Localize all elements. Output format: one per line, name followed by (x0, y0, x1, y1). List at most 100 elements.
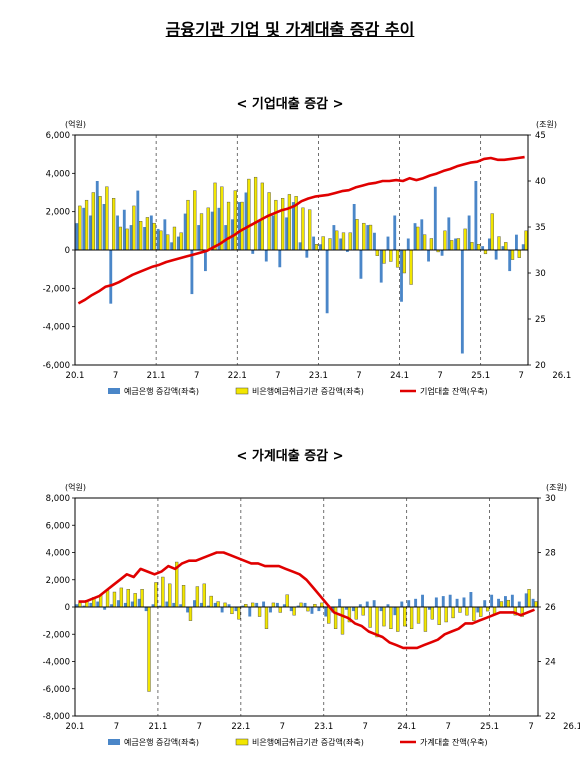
nonbank-bar (362, 222, 366, 251)
x-tick-label: 25.1 (471, 371, 490, 381)
nonbank-bar (389, 249, 393, 262)
nonbank-bar (470, 242, 474, 251)
nonbank-bar (517, 249, 521, 258)
balance-line (78, 551, 535, 650)
nonbank-bar (340, 606, 345, 635)
nonbank-bar (499, 601, 504, 608)
nonbank-bar (308, 209, 312, 251)
right-tick-label: 45 (535, 131, 546, 141)
nonbank-bar (147, 606, 151, 692)
bank-bar (312, 236, 316, 250)
bank-bar (440, 250, 444, 256)
x-tick-label: 22.1 (231, 722, 250, 732)
bank-bar (441, 596, 445, 607)
bank-bar (366, 225, 370, 250)
bank-bar (487, 238, 491, 250)
nonbank-bar (145, 217, 150, 251)
nonbank-bar (416, 226, 420, 251)
bank-bar (213, 602, 217, 607)
x-tick-label: 21.1 (147, 371, 166, 381)
bank-bar (144, 607, 148, 612)
bank-bar (359, 250, 363, 279)
bank-bar (351, 607, 355, 612)
legend-nonbank-label: 비은행예금취급기관 증감액(좌축) (252, 737, 364, 747)
bank-bar (170, 242, 174, 250)
nonbank-bar (161, 576, 165, 608)
nonbank-bar (527, 589, 531, 608)
nonbank-bar (237, 606, 241, 620)
bank-bar (504, 596, 507, 607)
bank-bar (282, 604, 286, 607)
bank-bar (264, 250, 268, 262)
bank-bar (345, 250, 349, 252)
nonbank-bar (126, 589, 130, 608)
nonbank-bar (497, 236, 501, 251)
nonbank-bar (477, 244, 481, 251)
nonbank-bar (409, 606, 414, 629)
nonbank-bar (132, 205, 136, 251)
nonbank-bar (133, 593, 137, 608)
x-tick-label: 26.1 (552, 371, 571, 381)
bank-bar (190, 250, 194, 295)
nonbank-bar (186, 199, 190, 251)
nonbank-bar (105, 186, 109, 251)
x-tick-label: 20.1 (66, 722, 85, 732)
nonbank-bar (287, 194, 292, 251)
nonbank-bar (395, 249, 400, 268)
nonbank-bar (490, 213, 494, 251)
nonbank-bar (166, 234, 170, 251)
x-tick-label: 23.1 (314, 722, 333, 732)
x-tick-label: 23.1 (309, 371, 328, 381)
bank-bar (89, 602, 93, 607)
bank-bar (244, 192, 248, 250)
x-tick-label: 7 (363, 722, 368, 732)
nonbank-bar (443, 230, 447, 251)
nonbank-bar (292, 606, 296, 616)
nonbank-bar (199, 213, 204, 251)
bank-bar (186, 607, 190, 613)
legend-nonbank-swatch (235, 387, 249, 395)
nonbank-bar (463, 228, 467, 251)
nonbank-bar (274, 199, 278, 251)
x-tick-label: 25.1 (480, 722, 499, 732)
x-tick-label: 24.1 (390, 371, 409, 381)
bank-bar (158, 605, 162, 607)
bank-bar (163, 219, 167, 250)
bank-bar (291, 202, 295, 250)
nonbank-bar (140, 589, 144, 608)
bank-bar (75, 223, 79, 250)
nonbank-bar (202, 583, 206, 608)
x-tick-label: 7 (437, 371, 442, 381)
nonbank-bar (328, 238, 332, 251)
bank-bar (130, 601, 134, 607)
x-tick-label: 7 (528, 722, 533, 732)
bank-bar (109, 250, 113, 304)
bank-bar (338, 598, 342, 607)
bank-bar (227, 604, 231, 607)
bank-bar (285, 217, 288, 250)
bank-bar (386, 236, 390, 250)
x-tick-label: 26.1 (563, 722, 580, 732)
nonbank-bar (188, 606, 193, 621)
bank-bar (122, 209, 126, 250)
nonbank-bar (264, 606, 269, 629)
bank-bar (339, 238, 343, 250)
bank-bar (421, 594, 424, 607)
bank-bar (289, 607, 293, 612)
bank-bar (490, 594, 494, 607)
nonbank-bar (485, 606, 490, 612)
bank-bar (143, 227, 146, 250)
nonbank-bar (524, 230, 528, 251)
nonbank-bar (389, 606, 393, 629)
nonbank-bar (451, 606, 455, 619)
legend-bank-swatch (108, 388, 120, 394)
nonbank-bar (450, 240, 454, 251)
nonbank-bar (355, 219, 359, 251)
bank-bar (151, 604, 155, 607)
nonbank-bar (105, 590, 110, 608)
nonbank-bar (492, 606, 497, 615)
bank-bar (407, 600, 411, 607)
bank-bar (400, 250, 403, 302)
bank-bar (278, 250, 282, 268)
